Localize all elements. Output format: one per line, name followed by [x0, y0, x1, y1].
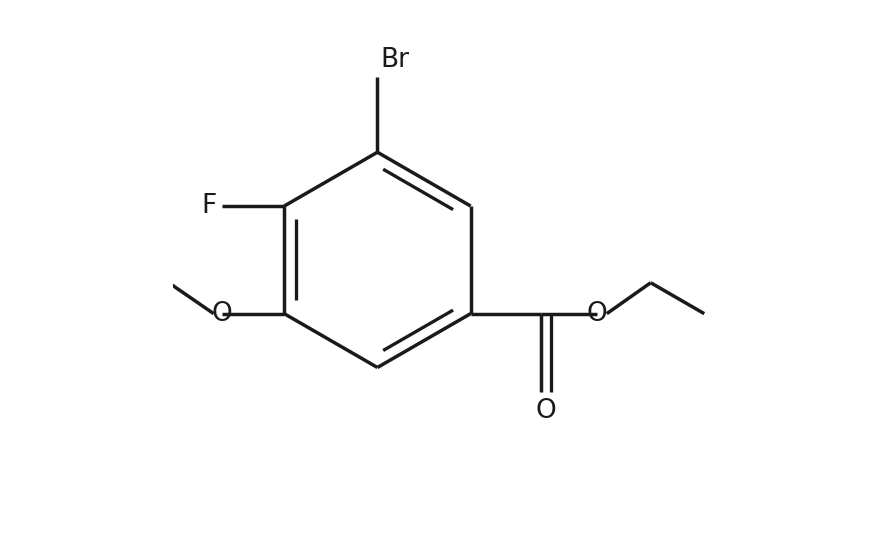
Text: Br: Br	[380, 46, 409, 73]
Text: O: O	[212, 301, 232, 327]
Text: F: F	[202, 193, 217, 219]
Text: O: O	[536, 398, 556, 424]
Text: O: O	[587, 301, 607, 327]
